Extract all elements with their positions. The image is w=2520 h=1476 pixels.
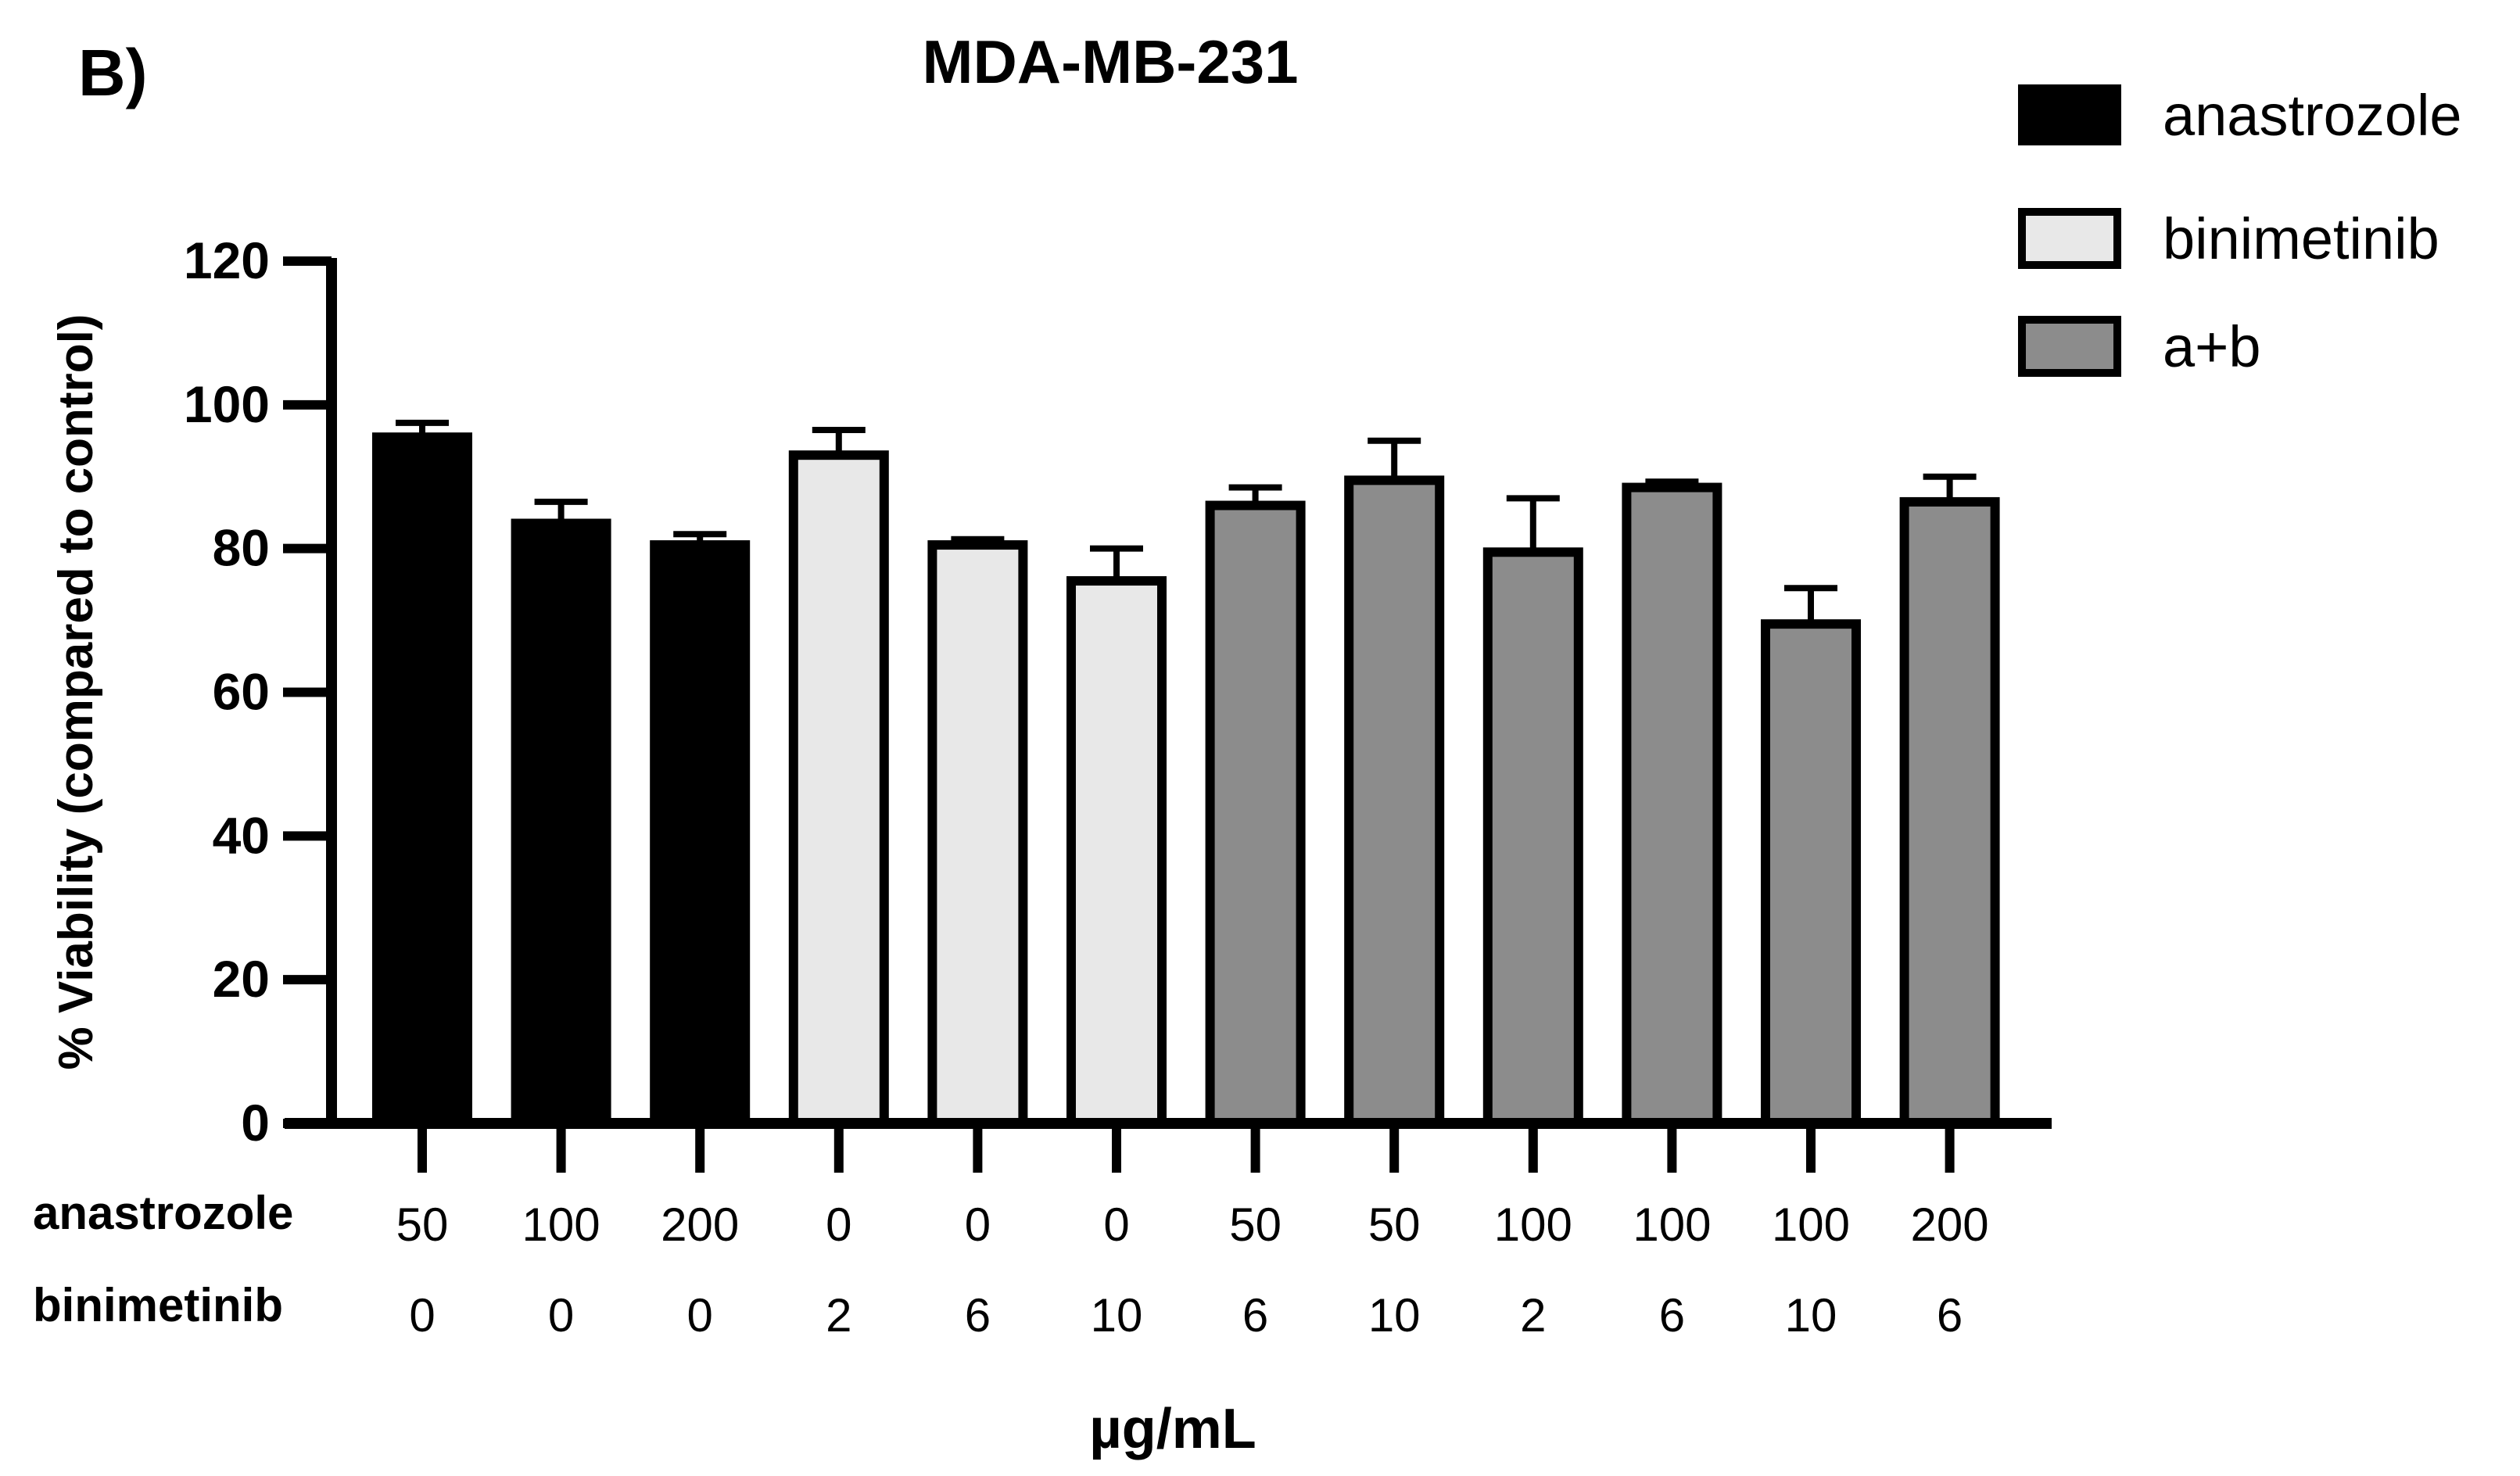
bars xyxy=(372,432,2000,1128)
error-bar-7 xyxy=(1368,437,1421,481)
error-bar-9 xyxy=(1645,478,1699,488)
bar-anastrozole-0 xyxy=(372,432,472,1128)
x-label-binimetinib-9: 6 xyxy=(1659,1289,1685,1342)
error-bar-8 xyxy=(1506,495,1560,553)
legend-swatch-0 xyxy=(2018,84,2121,145)
row-label-binimetinib: binimetinib xyxy=(33,1279,283,1331)
x-label-anastrozole-5: 0 xyxy=(1103,1198,1129,1251)
x-category-labels: 50 0 100 0 200 0 0 2 0 6 0 10 50 6 50 10 100 2 100 6 100 10 20… xyxy=(396,1198,1989,1342)
x-label-anastrozole-4: 0 xyxy=(965,1198,991,1251)
y-tick-label-0: 0 xyxy=(241,1094,270,1152)
bar-aplusb-6 xyxy=(1205,500,1306,1128)
row-label-anastrozole: anastrozole xyxy=(33,1187,293,1239)
x-label-anastrozole-0: 50 xyxy=(396,1198,449,1251)
x-label-binimetinib-8: 2 xyxy=(1520,1289,1546,1342)
bar-aplusb-10 xyxy=(1761,619,1861,1128)
x-label-binimetinib-4: 6 xyxy=(965,1289,991,1342)
x-label-anastrozole-7: 50 xyxy=(1368,1198,1421,1251)
legend-item-aplusb: a+b xyxy=(2018,314,2261,379)
x-axis-label: µg/mL xyxy=(1089,1398,1256,1460)
legend-item-binimetinib: binimetinib xyxy=(2018,206,2439,271)
y-tick-label-100: 100 xyxy=(184,375,270,433)
error-bar-2 xyxy=(673,531,727,546)
bar-binimetinib-4 xyxy=(927,540,1028,1128)
x-label-binimetinib-5: 10 xyxy=(1091,1289,1143,1342)
x-label-binimetinib-0: 0 xyxy=(409,1289,435,1342)
x-label-binimetinib-3: 2 xyxy=(826,1289,851,1342)
x-label-binimetinib-11: 6 xyxy=(1937,1289,1963,1342)
bar-aplusb-9 xyxy=(1622,482,1722,1128)
y-tick-label-20: 20 xyxy=(213,950,270,1008)
y-tick-label-40: 40 xyxy=(213,806,270,864)
error-bar-4 xyxy=(951,536,1005,546)
bar-aplusb-7 xyxy=(1344,475,1445,1128)
x-label-anastrozole-10: 100 xyxy=(1772,1198,1850,1251)
x-label-anastrozole-8: 100 xyxy=(1494,1198,1572,1251)
error-bar-0 xyxy=(396,419,449,438)
legend-item-anastrozole: anastrozole xyxy=(2018,83,2462,148)
legend-swatch-2 xyxy=(2018,316,2121,377)
error-bar-6 xyxy=(1228,484,1282,506)
x-label-anastrozole-9: 100 xyxy=(1633,1198,1711,1251)
x-label-anastrozole-11: 200 xyxy=(1911,1198,1989,1251)
y-tick-label-80: 80 xyxy=(213,519,270,577)
error-bar-3 xyxy=(812,427,866,456)
legend-label-2: a+b xyxy=(2163,314,2261,379)
x-label-binimetinib-7: 10 xyxy=(1368,1289,1421,1342)
y-tick-label-120: 120 xyxy=(184,231,270,289)
x-label-binimetinib-2: 0 xyxy=(687,1289,713,1342)
legend-swatch-1 xyxy=(2018,208,2121,269)
panel-label: B) xyxy=(78,36,148,109)
legend-label-0: anastrozole xyxy=(2163,83,2462,148)
chart-title: MDA-MB-231 xyxy=(922,27,1298,96)
x-label-anastrozole-3: 0 xyxy=(826,1198,851,1251)
error-bar-10 xyxy=(1784,585,1837,625)
y-ticks: 0 20 40 60 80 100 120 xyxy=(184,231,332,1152)
y-tick-label-60: 60 xyxy=(213,663,270,721)
x-ticks xyxy=(418,1123,1955,1173)
x-label-binimetinib-6: 6 xyxy=(1242,1289,1268,1342)
x-label-anastrozole-1: 100 xyxy=(522,1198,600,1251)
bar-anastrozole-2 xyxy=(650,540,751,1128)
bar-aplusb-11 xyxy=(1899,496,2000,1128)
bar-aplusb-8 xyxy=(1482,547,1583,1128)
error-bars xyxy=(396,419,1977,625)
x-label-binimetinib-10: 10 xyxy=(1785,1289,1837,1342)
x-label-anastrozole-2: 200 xyxy=(661,1198,739,1251)
y-axis-label: % Viability (compared to control) xyxy=(49,314,103,1070)
bar-anastrozole-1 xyxy=(511,518,611,1128)
error-bar-11 xyxy=(1923,473,1977,502)
x-label-binimetinib-1: 0 xyxy=(548,1289,574,1342)
error-bar-1 xyxy=(534,498,588,524)
bar-binimetinib-3 xyxy=(788,450,889,1128)
legend: anastrozole binimetinib a+b xyxy=(2018,83,2462,379)
x-label-anastrozole-6: 50 xyxy=(1229,1198,1282,1251)
legend-label-1: binimetinib xyxy=(2163,206,2439,271)
error-bar-5 xyxy=(1090,545,1143,582)
bar-binimetinib-5 xyxy=(1066,576,1167,1128)
